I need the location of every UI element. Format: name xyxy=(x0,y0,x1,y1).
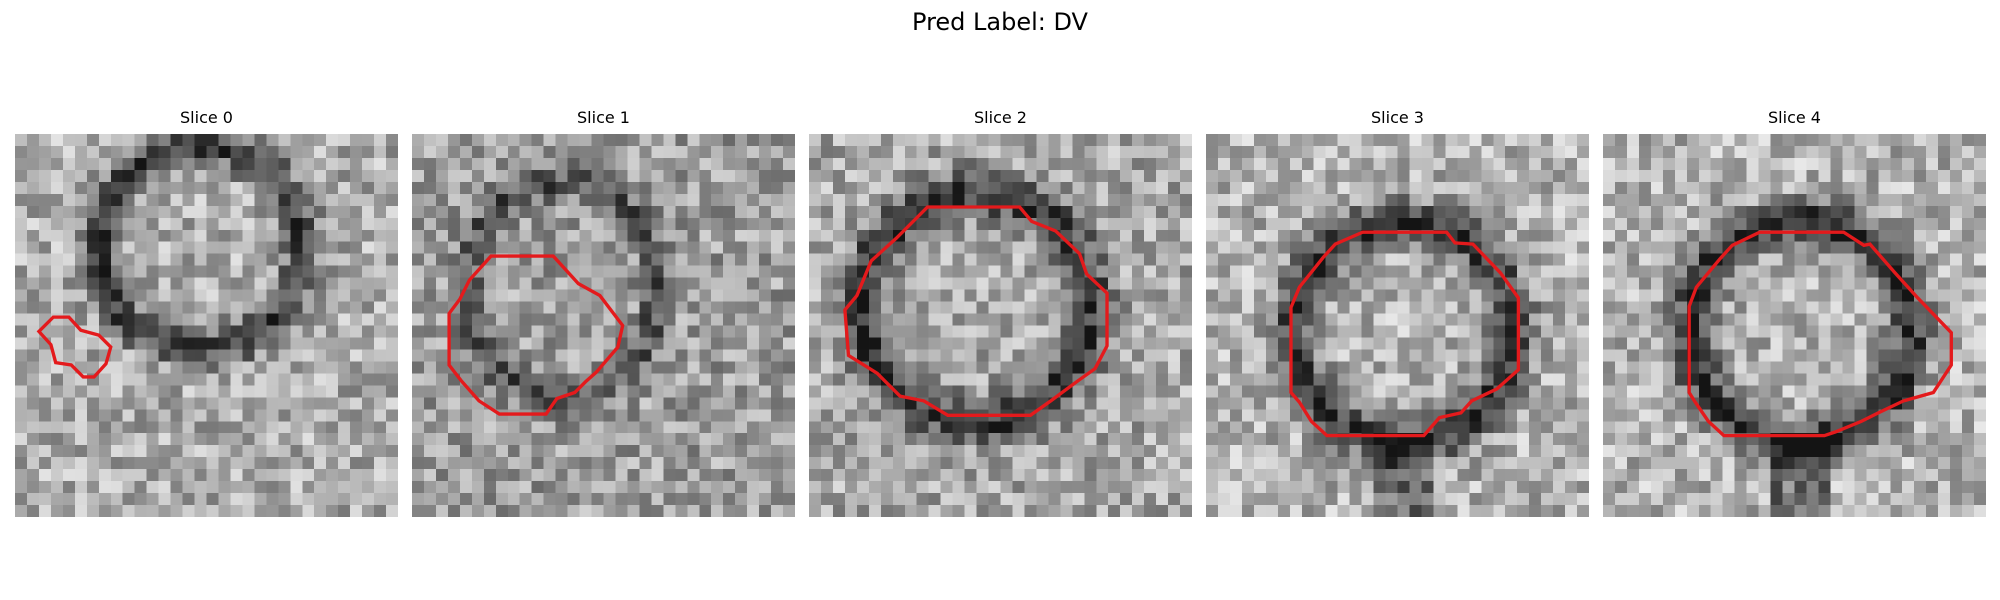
slice-image-3 xyxy=(1206,134,1589,517)
segmentation-contour xyxy=(843,205,1109,417)
segmentation-contour xyxy=(36,315,113,379)
segmentation-contour xyxy=(1687,230,1953,438)
segmentation-contour xyxy=(447,254,625,416)
slice-image-1 xyxy=(412,134,795,517)
slice-image-2 xyxy=(809,134,1192,517)
slice-title: Slice 2 xyxy=(974,108,1027,127)
slice-title: Slice 4 xyxy=(1768,108,1821,127)
slice-image-4 xyxy=(1603,134,1986,517)
figure-title: Pred Label: DV xyxy=(912,8,1088,36)
slice-image-0 xyxy=(15,134,398,517)
slice-title: Slice 3 xyxy=(1371,108,1424,127)
slice-title: Slice 0 xyxy=(180,108,233,127)
slice-title: Slice 1 xyxy=(577,108,630,127)
segmentation-contour xyxy=(1289,230,1521,438)
